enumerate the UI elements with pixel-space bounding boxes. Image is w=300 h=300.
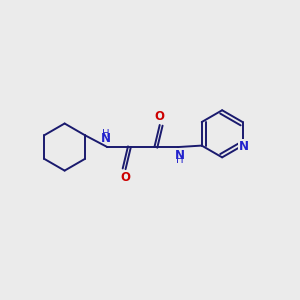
Text: H: H	[176, 155, 183, 165]
Text: N: N	[239, 140, 249, 153]
Text: O: O	[121, 172, 130, 184]
Text: N: N	[101, 132, 111, 145]
Text: O: O	[155, 110, 165, 123]
Text: N: N	[174, 149, 184, 162]
Text: H: H	[102, 129, 110, 139]
